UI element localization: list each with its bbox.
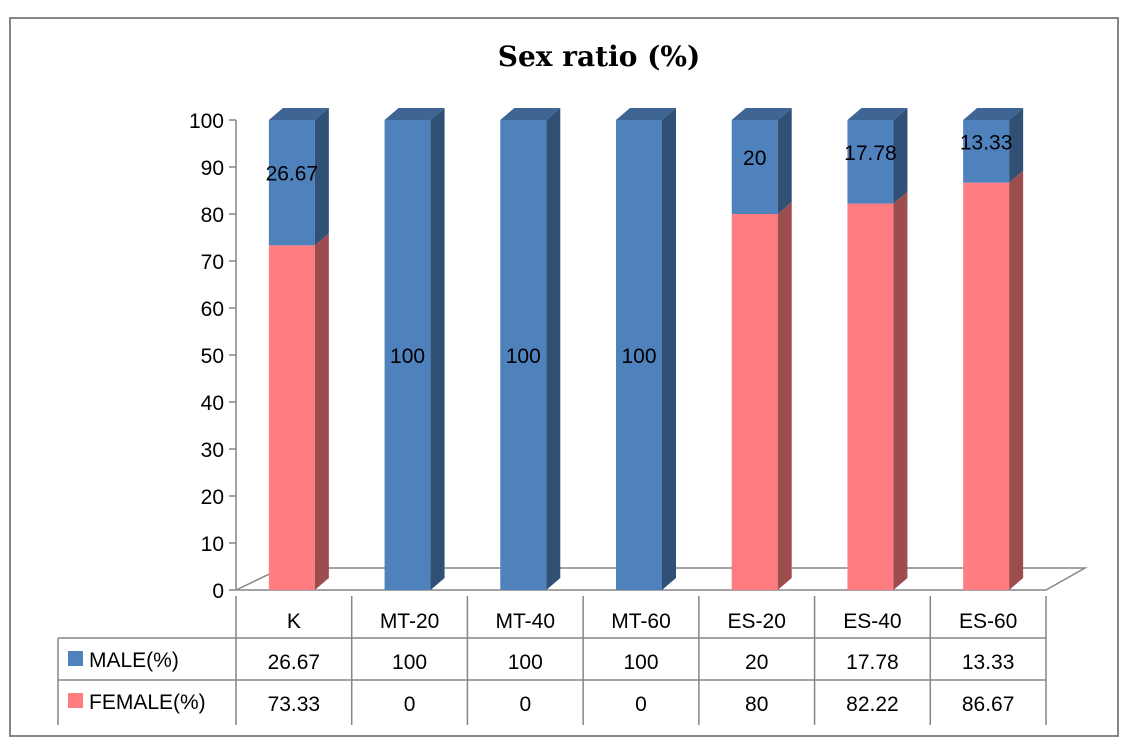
chart-frame <box>9 17 1119 737</box>
bar-female-6-side <box>1009 170 1024 590</box>
bar-top-1 <box>384 108 445 120</box>
table-cell-female-4: 80 <box>745 693 768 716</box>
bar-male-3-side <box>662 108 676 590</box>
legend-label-male: MALE(%) <box>89 649 179 672</box>
data-label-male-1: 100 <box>390 345 425 368</box>
table-cell-male-3: 100 <box>623 651 658 674</box>
table-cell-female-2: 0 <box>519 693 531 716</box>
bar-top-5 <box>847 108 908 120</box>
data-label-male-5: 17.78 <box>844 142 897 165</box>
bar-male-6 <box>963 108 1024 183</box>
bar-male-2 <box>500 108 561 590</box>
table-cell-female-5: 82.22 <box>846 693 899 716</box>
legend-swatch-female <box>68 693 83 708</box>
bar-male-1-front <box>384 120 431 590</box>
bar-female-4-front <box>731 214 778 590</box>
data-label-male-2: 100 <box>506 345 541 368</box>
y-tick-label: 60 <box>201 298 224 321</box>
table-cell-male-1: 100 <box>392 651 427 674</box>
bar-top-3 <box>616 108 676 120</box>
table-cell-male-0: 26.67 <box>268 651 321 674</box>
data-label-male-4: 20 <box>743 147 766 170</box>
bar-male-5-side <box>893 108 908 204</box>
y-tick-label: 70 <box>201 251 224 274</box>
y-tick-label: 10 <box>201 533 224 556</box>
table-cell-female-3: 0 <box>635 693 647 716</box>
y-tick-label: 100 <box>189 110 224 133</box>
bar-female-6-front <box>963 182 1010 590</box>
table-cell-female-1: 0 <box>404 693 416 716</box>
table-cell-male-2: 100 <box>508 651 543 674</box>
bar-male-5 <box>847 108 908 204</box>
bar-male-3-front <box>616 120 662 590</box>
table-cell-male-5: 17.78 <box>846 651 899 674</box>
bar-male-1-side <box>430 108 445 590</box>
y-tick-label: 20 <box>201 486 224 509</box>
bar-male-4-front <box>731 120 778 214</box>
bar-male-6-side <box>1009 108 1024 183</box>
y-tick-label: 50 <box>201 345 224 368</box>
legend-label-female: FEMALE(%) <box>89 691 206 714</box>
table-cell-male-6: 13.33 <box>962 651 1015 674</box>
bar-female-5-side <box>893 191 908 591</box>
bar-female-0 <box>268 233 329 590</box>
category-label-4: ES-20 <box>728 610 786 633</box>
bar-female-5-front <box>847 203 894 591</box>
bar-male-1 <box>384 108 445 590</box>
table-cell-male-4: 20 <box>745 651 768 674</box>
bar-female-4-side <box>777 202 792 590</box>
bar-male-0-side <box>314 108 329 246</box>
bar-top-0 <box>268 108 329 120</box>
bar-female-6 <box>963 170 1024 590</box>
category-label-3: MT-60 <box>611 610 671 633</box>
data-label-male-0: 26.67 <box>266 163 319 186</box>
bar-male-6-front <box>963 120 1010 183</box>
y-tick-label: 40 <box>201 392 224 415</box>
bar-male-5-front <box>847 120 894 204</box>
category-label-2: MT-40 <box>496 610 556 633</box>
bar-female-0-side <box>314 233 329 590</box>
category-label-0: K <box>287 610 301 633</box>
table-cell-female-6: 86.67 <box>962 693 1015 716</box>
bar-female-4 <box>731 202 792 590</box>
y-tick-label: 80 <box>201 204 224 227</box>
bar-male-0 <box>268 108 329 246</box>
bar-male-0-front <box>268 120 315 246</box>
category-label-6: ES-60 <box>959 610 1017 633</box>
data-label-male-3: 100 <box>621 345 656 368</box>
y-tick-label: 30 <box>201 439 224 462</box>
legend-swatch-male <box>68 651 83 666</box>
data-label-male-6: 13.33 <box>960 131 1013 154</box>
chart-title: Sex ratio (%) <box>498 40 700 73</box>
bar-top-6 <box>963 108 1024 120</box>
y-tick-label: 0 <box>212 580 224 603</box>
bar-female-0-front <box>268 245 315 590</box>
bar-male-3 <box>616 108 676 590</box>
bar-male-4 <box>731 108 792 214</box>
bar-top-2 <box>500 108 561 120</box>
category-label-5: ES-40 <box>843 610 901 633</box>
bar-male-2-front <box>500 120 547 590</box>
bar-male-2-side <box>546 108 561 590</box>
table-cell-female-0: 73.33 <box>268 693 321 716</box>
bar-male-4-side <box>777 108 792 214</box>
bar-top-4 <box>731 108 792 120</box>
category-label-1: MT-20 <box>380 610 440 633</box>
y-tick-label: 90 <box>201 157 224 180</box>
bar-female-5 <box>847 191 908 591</box>
